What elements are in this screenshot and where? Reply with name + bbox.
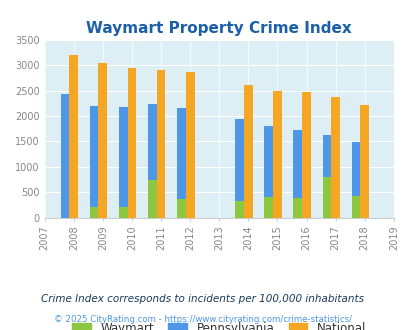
Bar [293,198,301,218]
Bar [360,105,368,218]
Bar [330,97,339,218]
Bar [185,72,194,218]
Bar [147,180,156,218]
Text: © 2025 CityRating.com - https://www.cityrating.com/crime-statistics/: © 2025 CityRating.com - https://www.city… [54,315,351,324]
Bar [127,68,136,218]
Bar [234,119,243,218]
Bar [264,197,273,218]
Bar [90,207,98,218]
Bar [264,126,273,218]
Bar [234,201,243,218]
Bar [243,85,252,218]
Bar [119,207,127,218]
Bar [90,106,98,218]
Bar [177,108,185,218]
Bar [322,177,330,218]
Bar [69,55,78,218]
Bar [301,92,310,218]
Bar [119,107,127,218]
Title: Waymart Property Crime Index: Waymart Property Crime Index [86,21,351,36]
Bar [156,70,165,218]
Bar [147,104,156,218]
Text: Crime Index corresponds to incidents per 100,000 inhabitants: Crime Index corresponds to incidents per… [41,294,364,304]
Bar [293,130,301,218]
Bar [60,94,69,218]
Bar [322,135,330,218]
Bar [351,142,360,218]
Bar [98,63,107,218]
Bar [273,90,281,218]
Bar [351,196,360,218]
Legend: Waymart, Pennsylvania, National: Waymart, Pennsylvania, National [66,316,371,330]
Bar [177,199,185,218]
